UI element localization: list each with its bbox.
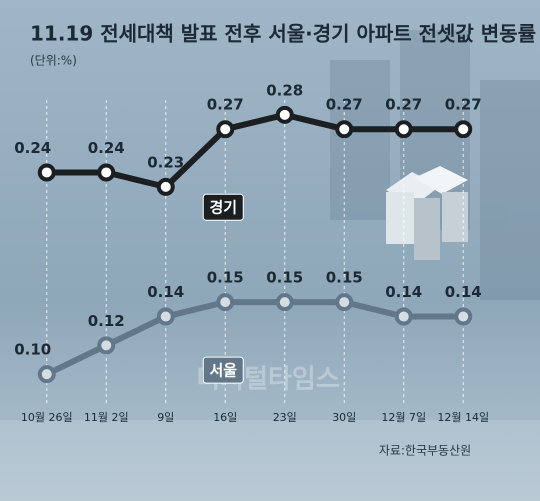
point-marker: [97, 336, 116, 355]
data-label: 0.14: [445, 283, 482, 301]
series-line: [45, 299, 464, 377]
point-marker: [216, 293, 235, 312]
data-label: 0.15: [326, 269, 363, 287]
point-marker: [275, 105, 294, 124]
data-label: 0.23: [147, 153, 184, 171]
data-label: 0.27: [445, 96, 482, 114]
x-tick-label: 23일: [273, 410, 297, 424]
data-label: 0.15: [207, 269, 244, 287]
data-label: 0.28: [266, 81, 303, 99]
point-marker: [37, 365, 56, 384]
data-label: 0.24: [14, 139, 51, 157]
data-label: 0.27: [326, 96, 363, 114]
x-tick-label: 30일: [332, 410, 356, 424]
data-label: 0.27: [385, 96, 422, 114]
point-marker: [37, 163, 56, 182]
data-label: 0.24: [88, 139, 125, 157]
point-marker: [156, 307, 175, 326]
x-tick-label: 16일: [213, 410, 237, 424]
data-label: 0.15: [266, 269, 303, 287]
data-label: 0.14: [147, 283, 184, 301]
series-label: 서울: [209, 362, 237, 380]
x-tick-label: 9일: [157, 410, 174, 424]
data-label: 0.10: [14, 341, 51, 359]
x-tick-label: 10월 26일: [21, 410, 73, 424]
series-label-box: [202, 356, 244, 384]
house-icon: [386, 166, 468, 260]
point-marker: [454, 307, 473, 326]
series-label-box: [202, 193, 244, 221]
series-line: [46, 111, 464, 190]
point-marker: [156, 177, 175, 196]
data-label: 0.27: [207, 96, 244, 114]
point-marker: [335, 120, 354, 139]
chart-subtitle: (단위:%): [30, 54, 77, 68]
data-label: 0.14: [385, 283, 422, 301]
chart-title: 11.19 전세대책 발표 전후 서울·경기 아파트 전셋값 변동률: [30, 22, 536, 46]
data-label: 0.12: [88, 312, 125, 330]
building-silhouette: [0, 30, 540, 501]
point-marker: [275, 293, 294, 312]
point-marker: [335, 293, 354, 312]
point-marker: [454, 120, 473, 139]
x-tick-label: 11월 2일: [84, 410, 129, 424]
x-tick-label: 12월 14일: [437, 410, 489, 424]
x-tick-label: 12월 7일: [381, 410, 426, 424]
point-marker: [216, 120, 235, 139]
point-marker: [394, 120, 413, 139]
series-label: 경기: [209, 199, 237, 217]
source-note: 자료:한국부동산원: [379, 444, 471, 458]
point-marker: [97, 163, 116, 182]
point-marker: [394, 307, 413, 326]
